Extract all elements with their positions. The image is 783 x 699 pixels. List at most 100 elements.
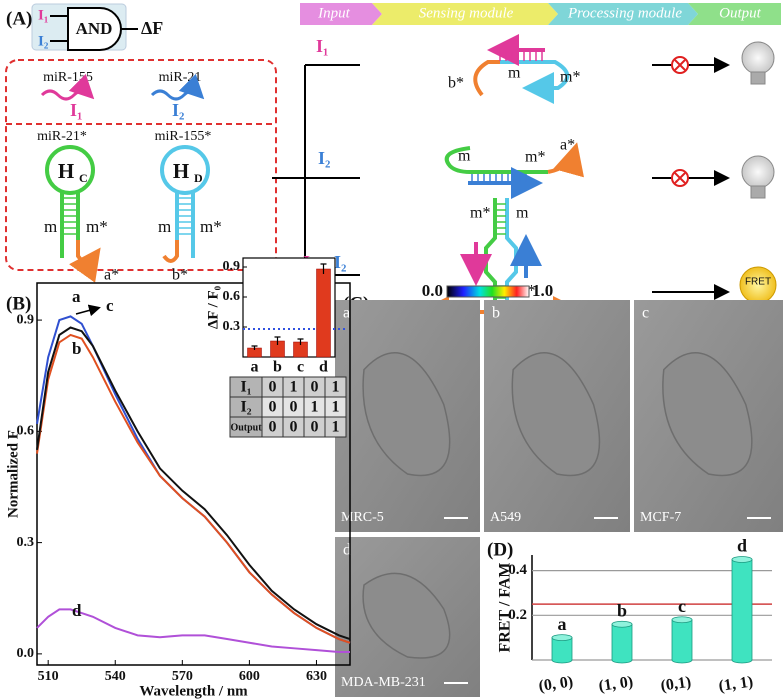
bar-cap xyxy=(611,620,633,628)
table-text: 0 xyxy=(290,399,298,416)
panel-label: (D) xyxy=(487,539,513,560)
bar xyxy=(731,559,753,664)
strand-label: m* xyxy=(200,217,222,236)
series-label: c xyxy=(106,296,114,315)
gate-input: I₂ xyxy=(38,33,49,49)
y-tick-label: 0.2 xyxy=(508,607,527,623)
table-text: 0 xyxy=(269,399,277,416)
x-tick-label: (1, 0) xyxy=(598,673,635,695)
x-tick-label: a xyxy=(251,359,259,376)
bar xyxy=(611,623,633,664)
table-text: 0 xyxy=(311,419,319,436)
table-text: 0 xyxy=(290,419,298,436)
pipeline-step: Processing module xyxy=(567,5,682,21)
strand-label: m* xyxy=(86,217,108,236)
pipeline-step: Sensing module xyxy=(419,5,514,21)
strand-label: a* xyxy=(104,267,119,284)
table-text: 1 xyxy=(311,399,319,416)
strand-label: a* xyxy=(560,137,575,154)
product-structure xyxy=(444,142,584,199)
series-label: b xyxy=(72,339,81,358)
table-text: 0 xyxy=(269,419,277,436)
table-text: I₁ xyxy=(240,379,251,396)
error-bar xyxy=(320,263,327,274)
panel-label: (A) xyxy=(6,8,32,29)
gate-input: I₁ xyxy=(38,7,48,23)
x-tick-label: 600 xyxy=(239,669,260,684)
x-axis-label: Wavelength / nm xyxy=(139,683,248,699)
colorbar-label: 0.0 xyxy=(422,281,443,300)
bar xyxy=(551,637,573,664)
hairpin-label: H xyxy=(173,159,189,183)
output-arrows xyxy=(652,57,730,300)
cell-name: MRC-5 xyxy=(341,510,384,525)
input-label: I₁ xyxy=(70,100,82,120)
y-tick-label: 0.3 xyxy=(17,535,35,550)
cell-images: a MRC-5 b A549 c MCF-7 d MDA-MB-231 xyxy=(335,300,783,697)
cell-letter: c xyxy=(642,305,649,322)
y-tick-label: 0.6 xyxy=(17,424,35,439)
line-series xyxy=(36,608,350,654)
strand-label: m xyxy=(516,205,529,222)
components-box: miR-155 I₁ miR-21 I₂ miR-21* H C m m* a*… xyxy=(5,59,277,284)
label-arrow xyxy=(75,304,101,317)
strand-label: m* xyxy=(560,69,580,86)
bar-label: c xyxy=(678,596,686,616)
gate-output: ΔF xyxy=(141,18,163,38)
y-tick-label: 0.6 xyxy=(223,289,241,304)
bar-cap xyxy=(551,634,573,642)
line-series xyxy=(36,333,351,644)
input-name: miR-21 xyxy=(159,70,202,85)
bar-cap xyxy=(731,556,753,563)
pipeline-step: Input xyxy=(317,5,350,21)
strand-label: m* xyxy=(470,205,490,222)
error-bar xyxy=(251,345,258,350)
pipeline-step: Output xyxy=(719,5,762,21)
input-label: I₂ xyxy=(172,100,184,120)
y-axis-label: ΔF / F₀ xyxy=(205,285,221,329)
table-text: Output xyxy=(230,422,262,433)
bar-label: d xyxy=(737,536,747,556)
error-bar xyxy=(274,336,281,345)
y-tick-label: 0.4 xyxy=(508,562,527,578)
colorbar xyxy=(446,285,530,298)
x-tick-label: (0, 0) xyxy=(538,673,575,695)
y-tick-label: 0.9 xyxy=(223,259,241,274)
gate-name: AND xyxy=(76,19,113,38)
x-tick-label: b xyxy=(273,359,282,376)
line-series xyxy=(36,326,351,640)
x-tick-label: 570 xyxy=(172,669,193,684)
table-text: 0 xyxy=(269,379,277,396)
strand-label: m xyxy=(44,217,57,236)
table-text: 1 xyxy=(332,379,340,396)
error-bar xyxy=(297,338,304,345)
blocked-icon xyxy=(671,56,689,187)
y-tick-label: 0.0 xyxy=(17,646,35,661)
table-text: 1 xyxy=(332,399,340,416)
bulb-label: FRET xyxy=(745,277,771,288)
logic-gate: I₁ I₂ AND ΔF xyxy=(31,3,163,51)
x-tick-label: (1, 1) xyxy=(718,673,755,695)
branch-label: I₁ xyxy=(316,36,328,56)
x-tick-label: d xyxy=(319,359,328,376)
panel-label: (B) xyxy=(6,293,31,314)
pipeline-banner: Input Sensing module Processing module O… xyxy=(300,3,781,25)
bar-cap xyxy=(671,616,693,624)
branch-tree xyxy=(272,64,360,276)
branch-label: I₂ xyxy=(318,148,330,168)
hairpin-label: H xyxy=(58,159,74,183)
x-tick-label: (0,1) xyxy=(660,674,693,695)
strand-label: b* xyxy=(172,267,188,284)
hairpin-subscript: C xyxy=(79,171,88,185)
series-label: d xyxy=(72,601,82,620)
x-tick-label: c xyxy=(297,359,304,376)
colorbar-label: 1.0 xyxy=(532,281,553,300)
cell-outline xyxy=(362,352,451,477)
bar-label: b xyxy=(617,600,627,620)
cell-letter: a xyxy=(343,305,350,322)
cell-outline xyxy=(362,572,451,659)
series-label: a xyxy=(72,287,81,306)
hairpin-subscript: D xyxy=(194,171,203,185)
strand-label: m xyxy=(508,65,521,82)
